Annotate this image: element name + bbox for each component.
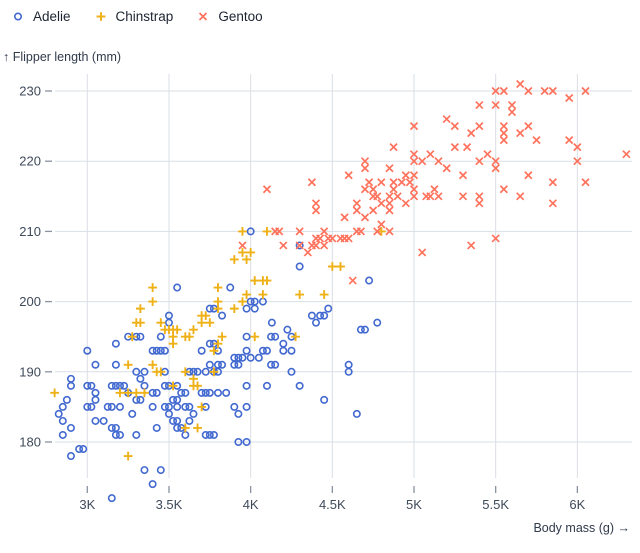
x-tick-label: 3K	[79, 497, 95, 512]
x-tick-label: 6K	[569, 497, 585, 512]
x-tick-label: 4K	[243, 497, 259, 512]
x-tick-label: 5.5K	[482, 497, 509, 512]
gridlines	[55, 74, 632, 478]
y-tick-label: 180	[19, 435, 41, 450]
x-marker-icon	[199, 12, 208, 21]
legend: Adelie Chinstrap Gentoo	[10, 8, 263, 24]
x-tick-label: 5K	[406, 497, 422, 512]
legend-item-chinstrap: Chinstrap	[93, 8, 174, 24]
axis-ticks: 180 190 200 210 220 230 3K 3.5K 4K 4.5K 5K 5.5K 6K	[19, 84, 585, 513]
legend-label: Chinstrap	[115, 8, 174, 24]
series-chinstrap	[50, 227, 386, 461]
scatter-points	[50, 79, 631, 503]
y-tick-label: 190	[19, 364, 41, 379]
legend-item-adelie: Adelie	[10, 8, 71, 24]
plus-marker-icon	[96, 12, 105, 21]
x-tick-label: 4.5K	[319, 497, 346, 512]
x-axis-title: Body mass (g) →	[533, 521, 630, 535]
y-tick-label: 200	[19, 294, 41, 309]
x-tick-label: 3.5K	[156, 497, 183, 512]
y-tick-label: 220	[19, 154, 41, 169]
y-tick-label: 230	[19, 84, 41, 99]
circle-marker-icon	[14, 12, 23, 21]
series-gentoo	[238, 79, 631, 285]
y-axis-title: ↑ Flipper length (mm)	[3, 50, 122, 64]
legend-label: Gentoo	[218, 8, 263, 24]
y-tick-label: 210	[19, 224, 41, 239]
legend-label: Adelie	[33, 8, 71, 24]
legend-item-gentoo: Gentoo	[195, 8, 263, 24]
